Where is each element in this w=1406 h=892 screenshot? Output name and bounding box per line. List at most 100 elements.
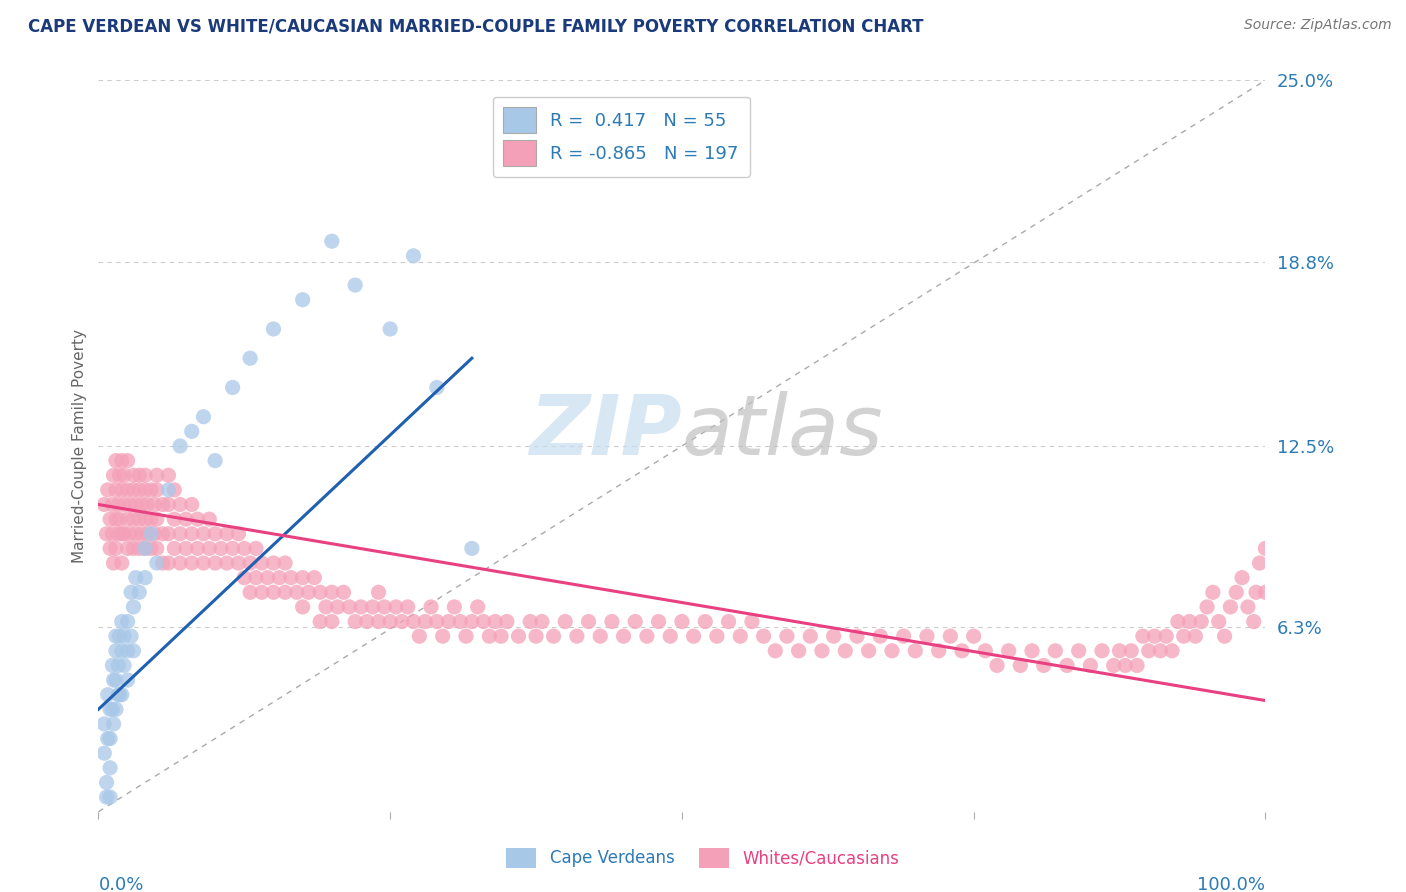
Point [367, 585, 389, 599]
Point [103, 556, 125, 570]
Point [157, 556, 180, 570]
Point [96, 790, 118, 805]
Point [962, 629, 984, 643]
Point [146, 483, 169, 497]
Point [146, 512, 169, 526]
Point [157, 483, 180, 497]
Point [146, 556, 169, 570]
Point [1167, 615, 1189, 629]
Point [136, 526, 159, 541]
Point [315, 599, 337, 614]
Point [326, 599, 349, 614]
Point [647, 615, 669, 629]
Point [111, 483, 134, 497]
Point [122, 541, 145, 556]
Point [215, 526, 238, 541]
Point [1132, 629, 1154, 643]
Point [101, 658, 124, 673]
Point [1254, 585, 1277, 599]
Point [437, 615, 460, 629]
Point [508, 629, 530, 643]
Point [163, 512, 186, 526]
Point [344, 278, 367, 293]
Point [187, 541, 209, 556]
Point [118, 526, 141, 541]
Point [111, 453, 134, 467]
Point [122, 468, 145, 483]
Point [1230, 571, 1253, 585]
Point [671, 615, 693, 629]
Point [239, 351, 262, 366]
Point [117, 453, 139, 467]
Point [426, 380, 449, 394]
Point [986, 658, 1008, 673]
Point [811, 644, 834, 658]
Point [163, 483, 186, 497]
Point [1114, 658, 1136, 673]
Point [432, 629, 454, 643]
Point [1161, 644, 1184, 658]
Point [443, 599, 465, 614]
Point [600, 615, 623, 629]
Point [139, 526, 162, 541]
Point [1121, 644, 1143, 658]
Point [695, 615, 717, 629]
Point [402, 615, 425, 629]
Point [101, 702, 124, 716]
Point [134, 512, 156, 526]
Point [146, 468, 169, 483]
Point [1249, 556, 1271, 570]
Point [125, 571, 148, 585]
Point [96, 775, 118, 789]
Point [1080, 658, 1102, 673]
Point [776, 629, 799, 643]
Point [198, 512, 221, 526]
Point [304, 571, 326, 585]
Point [104, 629, 127, 643]
Point [717, 615, 740, 629]
Point [169, 556, 191, 570]
Point [858, 644, 880, 658]
Point [344, 615, 367, 629]
Point [98, 731, 121, 746]
Point [1184, 629, 1206, 643]
Point [524, 629, 547, 643]
Point [97, 688, 120, 702]
Point [111, 526, 134, 541]
Point [107, 658, 129, 673]
Text: ZIP: ZIP [529, 391, 682, 472]
Point [180, 556, 202, 570]
Point [117, 483, 139, 497]
Point [111, 615, 134, 629]
Point [93, 717, 115, 731]
Point [519, 615, 541, 629]
Point [104, 644, 127, 658]
Point [321, 234, 343, 248]
Point [104, 512, 127, 526]
Point [420, 599, 443, 614]
Point [122, 512, 145, 526]
Point [134, 541, 156, 556]
Point [846, 629, 869, 643]
Text: 100.0%: 100.0% [1198, 876, 1265, 892]
Point [157, 498, 180, 512]
Point [250, 585, 273, 599]
Point [1244, 585, 1267, 599]
Point [209, 541, 232, 556]
Point [117, 673, 139, 687]
Text: Source: ZipAtlas.com: Source: ZipAtlas.com [1244, 18, 1392, 32]
Point [1173, 629, 1195, 643]
Point [107, 498, 129, 512]
Point [111, 556, 134, 570]
Point [139, 512, 162, 526]
Point [1143, 629, 1166, 643]
Point [799, 629, 821, 643]
Point [107, 688, 129, 702]
Point [204, 453, 226, 467]
Point [111, 688, 134, 702]
Point [1045, 644, 1067, 658]
Point [763, 644, 786, 658]
Point [93, 498, 115, 512]
Point [97, 731, 120, 746]
Point [180, 526, 202, 541]
